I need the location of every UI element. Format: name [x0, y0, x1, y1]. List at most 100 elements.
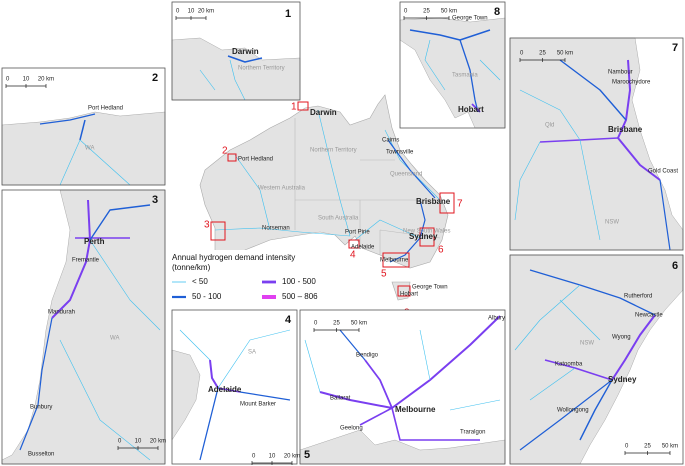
road: [319, 315, 501, 409]
road: [409, 29, 491, 41]
inset-box: [297, 101, 309, 111]
inset-box: [439, 192, 455, 214]
inset-panel: 6 0 25 50 km Rutherford Newcastle NSW Wyong Kato…: [509, 254, 684, 465]
road: [217, 387, 241, 393]
scale-label: 10: [188, 9, 195, 15]
place-label: Brisbane: [608, 125, 643, 134]
place-label: Darwin: [310, 108, 337, 117]
place-label: Hobart: [400, 292, 418, 298]
scale-label: 0: [625, 444, 629, 450]
place-label: Darwin: [232, 47, 259, 56]
road: [449, 399, 501, 411]
scale-label: 0: [404, 9, 408, 15]
place-label: George Town: [452, 16, 488, 22]
place-label: New South Wales: [403, 229, 450, 235]
place-label: NSW: [580, 341, 594, 347]
panel-number: 7: [672, 42, 678, 54]
panel-frame: [509, 37, 684, 251]
place-label: Gold Coast: [648, 169, 678, 175]
scale-bar: [403, 16, 450, 20]
place-label: Adelaide: [208, 385, 242, 394]
scale-label: 0: [314, 321, 318, 327]
place-label: Busselton: [28, 452, 54, 458]
scale-bar: [251, 461, 293, 465]
road: [234, 154, 271, 231]
place-label: Mount Barker: [240, 402, 276, 408]
panel-number: 5: [304, 449, 310, 461]
legend-label: 50 - 100: [192, 292, 222, 301]
place-label: Newcastle: [635, 313, 663, 319]
scale-label: 50 km: [662, 444, 678, 450]
road: [227, 55, 263, 63]
panel-land: [399, 17, 506, 129]
panel-frame: [171, 309, 298, 465]
inset-panel: 2 0 10 20 km Port Hedland WA: [1, 67, 166, 186]
place-label: Mandurah: [48, 310, 75, 316]
road: [359, 407, 393, 426]
inset-box-number: 5: [381, 269, 387, 280]
place-label: Northern Territory: [310, 148, 357, 154]
road: [89, 204, 151, 241]
panel-number: 1: [285, 8, 291, 20]
road: [304, 339, 321, 393]
place-label: Queensland: [390, 172, 422, 178]
road: [199, 69, 216, 91]
scale-label: 50 km: [441, 9, 457, 15]
inset-box: [382, 252, 410, 268]
road: [611, 314, 656, 381]
inset-panel: 7 0 25 50 km Nambour Maroochydore Qld Brisbane G…: [509, 37, 684, 251]
road: [79, 119, 86, 141]
road: [559, 59, 627, 121]
inset-box-number: 7: [457, 199, 463, 210]
place-label: South Australia: [318, 216, 359, 222]
scale-label: 20 km: [38, 77, 54, 83]
place-label: Rutherford: [624, 294, 652, 300]
road: [317, 109, 351, 237]
place-label: Northern Territory: [238, 66, 285, 72]
place-label: Wyong: [612, 335, 631, 341]
inset-box-number: 6: [438, 245, 444, 256]
place-label: Katoomba: [555, 362, 583, 368]
road: [529, 269, 656, 316]
inset-box: [210, 221, 226, 241]
scale-label: 10: [135, 439, 142, 445]
scale-label: 10: [269, 454, 276, 460]
inset-box-number: 3: [204, 220, 210, 231]
panel-frame: [399, 1, 506, 129]
scale-label: 0: [118, 439, 122, 445]
road: [214, 227, 351, 237]
road: [179, 329, 211, 361]
scale-label: 0: [6, 77, 10, 83]
place-label: Port Pirie: [345, 230, 370, 236]
scale-label: 0: [176, 9, 180, 15]
legend-box: [168, 250, 348, 302]
scale-label: 20 km: [284, 454, 300, 460]
place-label: Perth: [84, 237, 105, 246]
place-label: Fremantle: [72, 258, 100, 264]
road: [514, 141, 541, 221]
inset-box: [227, 153, 237, 162]
place-label: NSW: [605, 220, 619, 226]
place-label: Townsville: [386, 150, 414, 156]
road: [579, 379, 613, 441]
state-borders: [294, 118, 441, 255]
place-label: Hobart: [458, 105, 484, 114]
scale-label: 50 km: [557, 51, 573, 57]
road: [51, 199, 91, 319]
scale-bar: [313, 328, 360, 332]
road: [229, 59, 246, 101]
inset-box-number: 2: [222, 146, 228, 157]
road: [519, 379, 613, 451]
place-label: Ballarat: [330, 396, 351, 402]
road: [19, 317, 53, 451]
road: [339, 329, 366, 361]
legend-label: < 50: [192, 277, 208, 286]
road: [391, 407, 480, 441]
place-label: SA: [248, 350, 256, 356]
panel-number: 2: [152, 72, 158, 84]
scale-bar: [5, 84, 47, 88]
road: [79, 139, 131, 186]
